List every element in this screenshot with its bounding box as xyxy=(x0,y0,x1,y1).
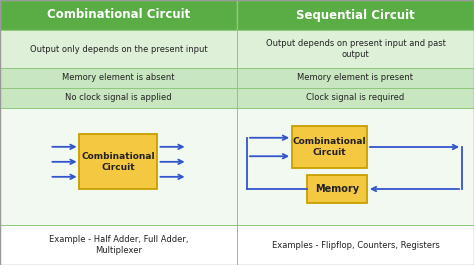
Text: No clock signal is applied: No clock signal is applied xyxy=(65,94,172,103)
Bar xyxy=(80,134,157,189)
Text: Memory element is absent: Memory element is absent xyxy=(62,73,175,82)
Text: Memory: Memory xyxy=(315,184,359,194)
Bar xyxy=(237,88,474,108)
Bar xyxy=(237,30,474,68)
Text: Combinational
Circuit: Combinational Circuit xyxy=(82,152,155,171)
Bar xyxy=(237,225,474,265)
Bar xyxy=(237,108,474,225)
Bar xyxy=(0,88,237,108)
Text: Output only depends on the present input: Output only depends on the present input xyxy=(30,45,207,54)
Text: Examples - Flipflop, Counters, Registers: Examples - Flipflop, Counters, Registers xyxy=(272,241,439,250)
Text: Combinational Circuit: Combinational Circuit xyxy=(47,8,190,21)
Text: Output depends on present input and past
output: Output depends on present input and past… xyxy=(265,39,446,59)
Bar xyxy=(237,68,474,88)
Text: Combinational
Circuit: Combinational Circuit xyxy=(292,137,366,157)
Bar xyxy=(307,175,367,203)
Text: Clock signal is required: Clock signal is required xyxy=(306,94,405,103)
Bar xyxy=(237,0,474,30)
Text: Memory element is present: Memory element is present xyxy=(298,73,413,82)
Bar xyxy=(0,0,237,30)
Bar xyxy=(292,126,367,168)
Text: Sequential Circuit: Sequential Circuit xyxy=(296,8,415,21)
Bar xyxy=(0,68,237,88)
Bar xyxy=(0,108,237,225)
Text: Example - Half Adder, Full Adder,
Multiplexer: Example - Half Adder, Full Adder, Multip… xyxy=(49,235,188,255)
Bar xyxy=(0,30,237,68)
Bar xyxy=(0,225,237,265)
